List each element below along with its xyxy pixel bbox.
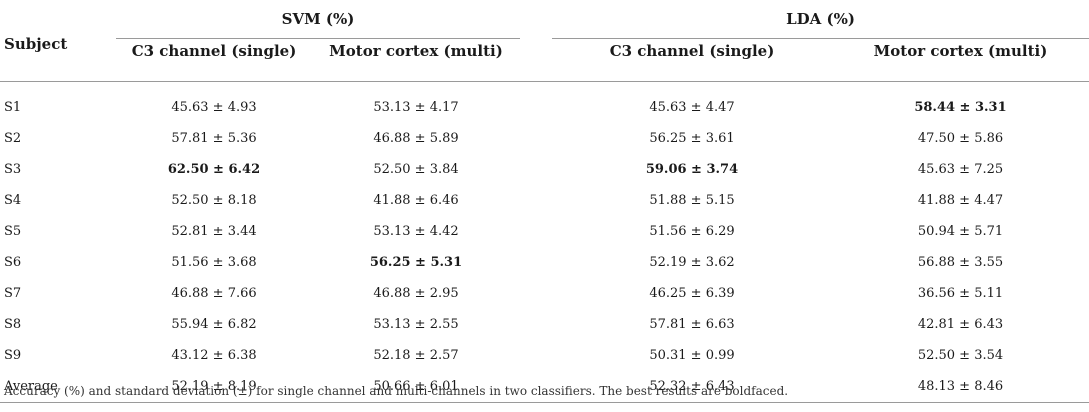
svm-single-cell: 43.12 ± 6.38 (171, 348, 257, 363)
svm-multi-cell: 52.50 ± 3.84 (373, 162, 459, 177)
subject-cell: S6 (4, 255, 22, 270)
lda-single-cell: 45.63 ± 4.47 (649, 100, 735, 115)
svm-multi-cell: 53.13 ± 2.55 (373, 317, 459, 332)
gap-cell (520, 371, 552, 403)
header-svm-single: C3 channel (single) (116, 38, 312, 82)
lda-multi-cell: 36.56 ± 5.11 (917, 286, 1004, 301)
svm-single-cell: 52.81 ± 3.44 (171, 224, 257, 239)
lda-single-cell: 52.19 ± 3.62 (649, 255, 735, 270)
header-lda-multi: Motor cortex (multi) (832, 38, 1089, 82)
lda-single-cell: 46.25 ± 6.39 (649, 286, 735, 301)
svm-multi-cell: 52.18 ± 2.57 (373, 348, 459, 363)
lda-single-cell: 51.88 ± 5.15 (649, 193, 735, 208)
accuracy-table: Subject SVM (%) LDA (%) C3 channel (sing… (0, 0, 1089, 403)
header-svm-multi: Motor cortex (multi) (312, 38, 520, 82)
lda-single-cell: 56.25 ± 3.61 (649, 131, 735, 146)
table-row: S1 45.63 ± 4.93 53.13 ± 4.17 45.63 ± 4.4… (0, 82, 1089, 124)
subject-cell: S3 (4, 162, 22, 177)
svm-single-cell: 57.81 ± 5.36 (171, 131, 257, 146)
subject-cell: Average (0, 371, 116, 403)
gap-cell (520, 340, 552, 371)
svm-single-cell: 51.56 ± 3.68 (171, 255, 257, 270)
table-row: S5 52.81 ± 3.44 53.13 ± 4.42 51.56 ± 6.2… (0, 216, 1089, 247)
lda-multi-cell: 45.63 ± 7.25 (917, 162, 1004, 177)
lda-multi-cell: 58.44 ± 3.31 (914, 100, 1007, 115)
table-row-average: Average 52.19 ± 8.19 50.66 ± 6.01 52.32 … (0, 371, 1089, 403)
header-lda: LDA (%) (552, 0, 1089, 39)
header-gap (520, 0, 552, 39)
table-row: S4 52.50 ± 8.18 41.88 ± 6.46 51.88 ± 5.1… (0, 185, 1089, 216)
header-gap-2 (520, 38, 552, 82)
gap-cell (520, 185, 552, 216)
lda-multi-cell: 56.88 ± 3.55 (917, 255, 1004, 270)
table-row: S8 55.94 ± 6.82 53.13 ± 2.55 57.81 ± 6.6… (0, 309, 1089, 340)
svm-single-cell: 45.63 ± 4.93 (171, 100, 257, 115)
header-lda-single: C3 channel (single) (552, 38, 832, 82)
header-subject: Subject (0, 0, 116, 82)
lda-multi-cell: 42.81 ± 6.43 (917, 317, 1004, 332)
table-row: S7 46.88 ± 7.66 46.88 ± 2.95 46.25 ± 6.3… (0, 278, 1089, 309)
table-row: S9 43.12 ± 6.38 52.18 ± 2.57 50.31 ± 0.9… (0, 340, 1089, 371)
lda-single-cell: 51.56 ± 6.29 (649, 224, 735, 239)
table-row: S6 51.56 ± 3.68 56.25 ± 5.31 52.19 ± 3.6… (0, 247, 1089, 278)
subject-cell: S1 (4, 100, 22, 115)
gap-cell (520, 216, 552, 247)
gap-cell (520, 154, 552, 185)
svm-multi-cell: 56.25 ± 5.31 (369, 255, 463, 270)
lda-single-cell: 50.31 ± 0.99 (649, 348, 735, 363)
svm-multi-cell: 53.13 ± 4.17 (373, 100, 459, 115)
gap-cell (520, 82, 552, 124)
svm-multi-cell: 46.88 ± 5.89 (373, 131, 459, 146)
table-row: S3 62.50 ± 6.42 52.50 ± 3.84 59.06 ± 3.7… (0, 154, 1089, 185)
table-footnote: Accuracy (%) and standard deviation (±) … (4, 384, 789, 398)
svm-single-cell: 55.94 ± 6.82 (171, 317, 257, 332)
subject-cell: S2 (4, 131, 22, 146)
lda-multi-cell: 52.50 ± 3.54 (917, 348, 1004, 363)
lda-multi-cell: 47.50 ± 5.86 (917, 131, 1004, 146)
svm-single-cell: 52.50 ± 8.18 (171, 193, 257, 208)
svm-single-cell: 62.50 ± 6.42 (167, 162, 261, 177)
svm-multi-cell: 46.88 ± 2.95 (373, 286, 459, 301)
lda-multi-cell: 48.13 ± 8.46 (832, 371, 1089, 403)
lda-single-cell: 59.06 ± 3.74 (645, 162, 739, 177)
gap-cell (520, 247, 552, 278)
lda-multi-cell: 50.94 ± 5.71 (917, 224, 1004, 239)
gap-cell (520, 309, 552, 340)
subject-cell: S4 (4, 193, 22, 208)
svm-multi-cell: 41.88 ± 6.46 (373, 193, 459, 208)
gap-cell (520, 278, 552, 309)
svm-multi-cell: 53.13 ± 4.42 (373, 224, 459, 239)
header-svm: SVM (%) (116, 0, 520, 39)
table-row: S2 57.81 ± 5.36 46.88 ± 5.89 56.25 ± 3.6… (0, 123, 1089, 154)
subject-cell: S9 (4, 348, 22, 363)
lda-single-cell: 52.32 ± 6.43 (552, 371, 832, 403)
svm-multi-cell: 50.66 ± 6.01 (312, 371, 520, 403)
subject-cell: S5 (4, 224, 22, 239)
svm-single-cell: 52.19 ± 8.19 (116, 371, 312, 403)
lda-single-cell: 57.81 ± 6.63 (649, 317, 735, 332)
subject-cell: S7 (4, 286, 22, 301)
lda-multi-cell: 41.88 ± 4.47 (917, 193, 1004, 208)
svm-single-cell: 46.88 ± 7.66 (171, 286, 257, 301)
subject-cell: S8 (4, 317, 22, 332)
gap-cell (520, 123, 552, 154)
